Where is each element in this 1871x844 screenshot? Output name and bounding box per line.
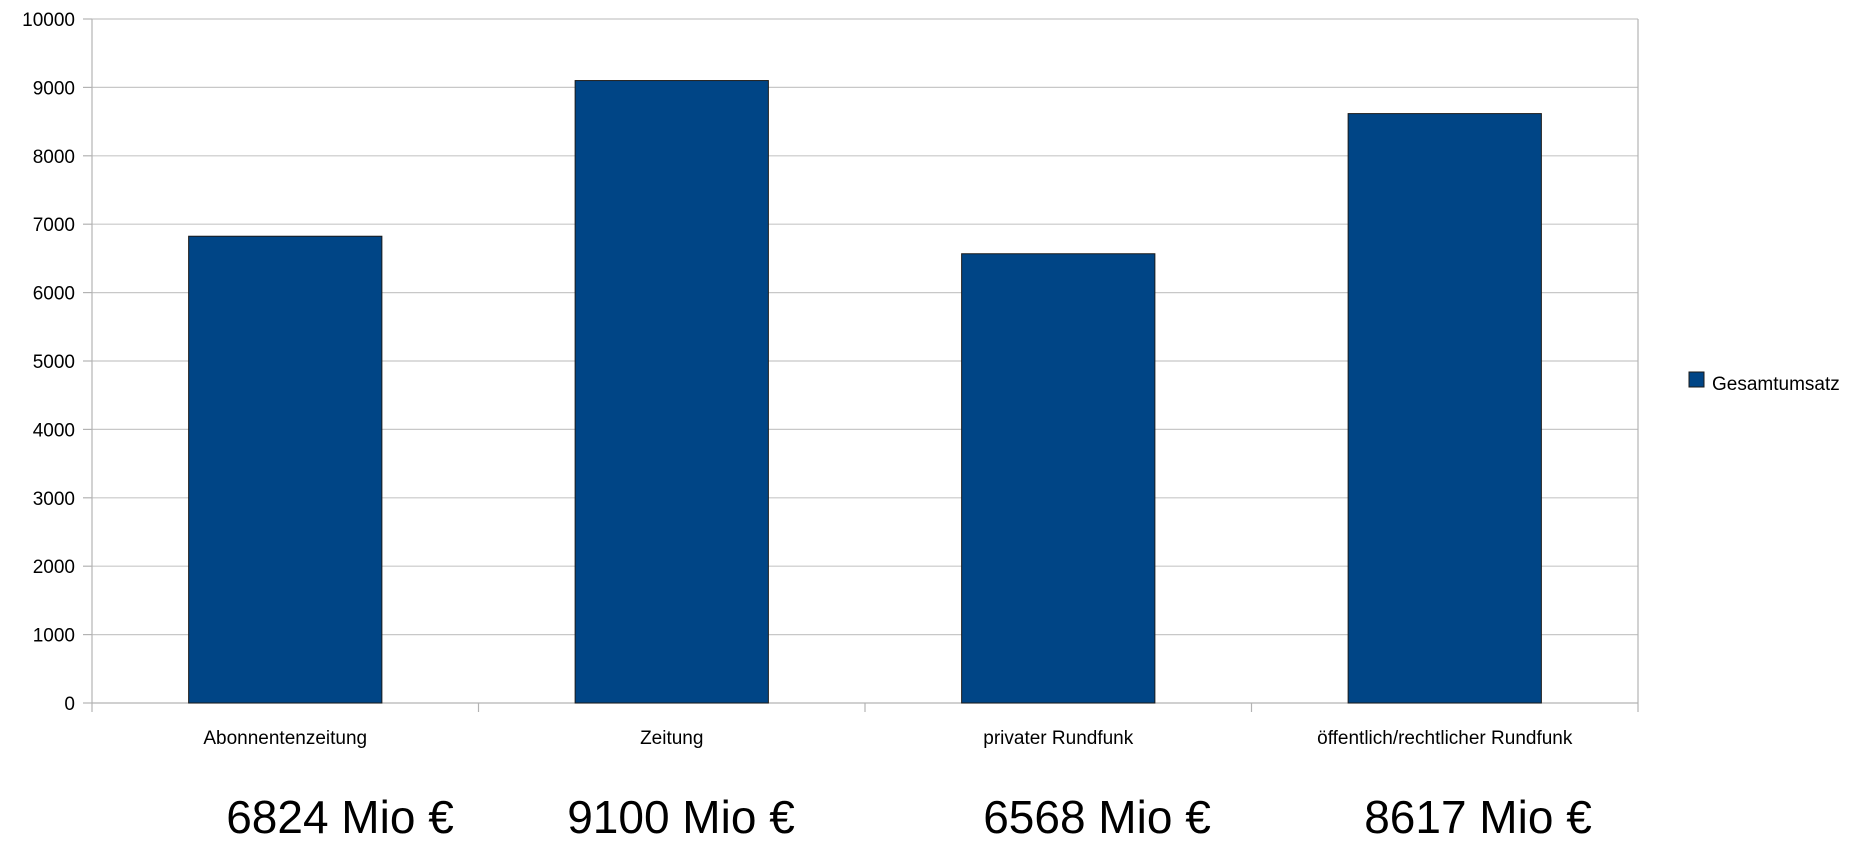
bar (1347, 113, 1542, 704)
y-axis-ticks: 0 1000 2000 3000 4000 5000 6000 7000 8000 9000 100… (22, 10, 92, 715)
x-category-label: Abonnentenzeitung (203, 728, 367, 749)
y-tick-label: 2000 (33, 557, 75, 578)
category-labels: Abonnentenzeitung Zeitung privater Rundfun… (203, 728, 1572, 749)
y-tick-label: 5000 (33, 352, 75, 373)
legend-swatch (1688, 371, 1705, 388)
legend-label: Gesamtumsatz (1712, 374, 1840, 395)
y-tick-label: 4000 (33, 420, 75, 441)
x-category-label: öffentlich/rechtlicher Rundfunk (1317, 728, 1573, 749)
y-tick-label: 8000 (33, 147, 75, 168)
y-tick-label: 6000 (33, 284, 75, 305)
bar (188, 235, 383, 704)
y-tick-label: 7000 (33, 215, 75, 236)
y-tick-label: 0 (64, 694, 75, 715)
x-category-label: Zeitung (640, 728, 703, 749)
y-tick-label: 1000 (33, 626, 75, 647)
value-note-privater-rundfunk: 6568 Mio € (983, 791, 1211, 843)
y-tick-label: 3000 (33, 489, 75, 510)
x-category-label: privater Rundfunk (983, 728, 1133, 749)
x-axis-ticks (477, 703, 1253, 712)
bar (574, 80, 769, 704)
bar (961, 253, 1156, 704)
bars (188, 80, 1542, 704)
value-note-abonnentenzeitung: 6824 Mio € (226, 791, 454, 843)
value-note-oeffentlich-rechtlicher-rundfunk: 8617 Mio € (1364, 791, 1592, 843)
y-tick-label: 9000 (33, 78, 75, 99)
value-note-zeitung: 9100 Mio € (567, 791, 795, 843)
legend: Gesamtumsatz (1688, 371, 1840, 395)
y-tick-label: 10000 (22, 10, 75, 31)
